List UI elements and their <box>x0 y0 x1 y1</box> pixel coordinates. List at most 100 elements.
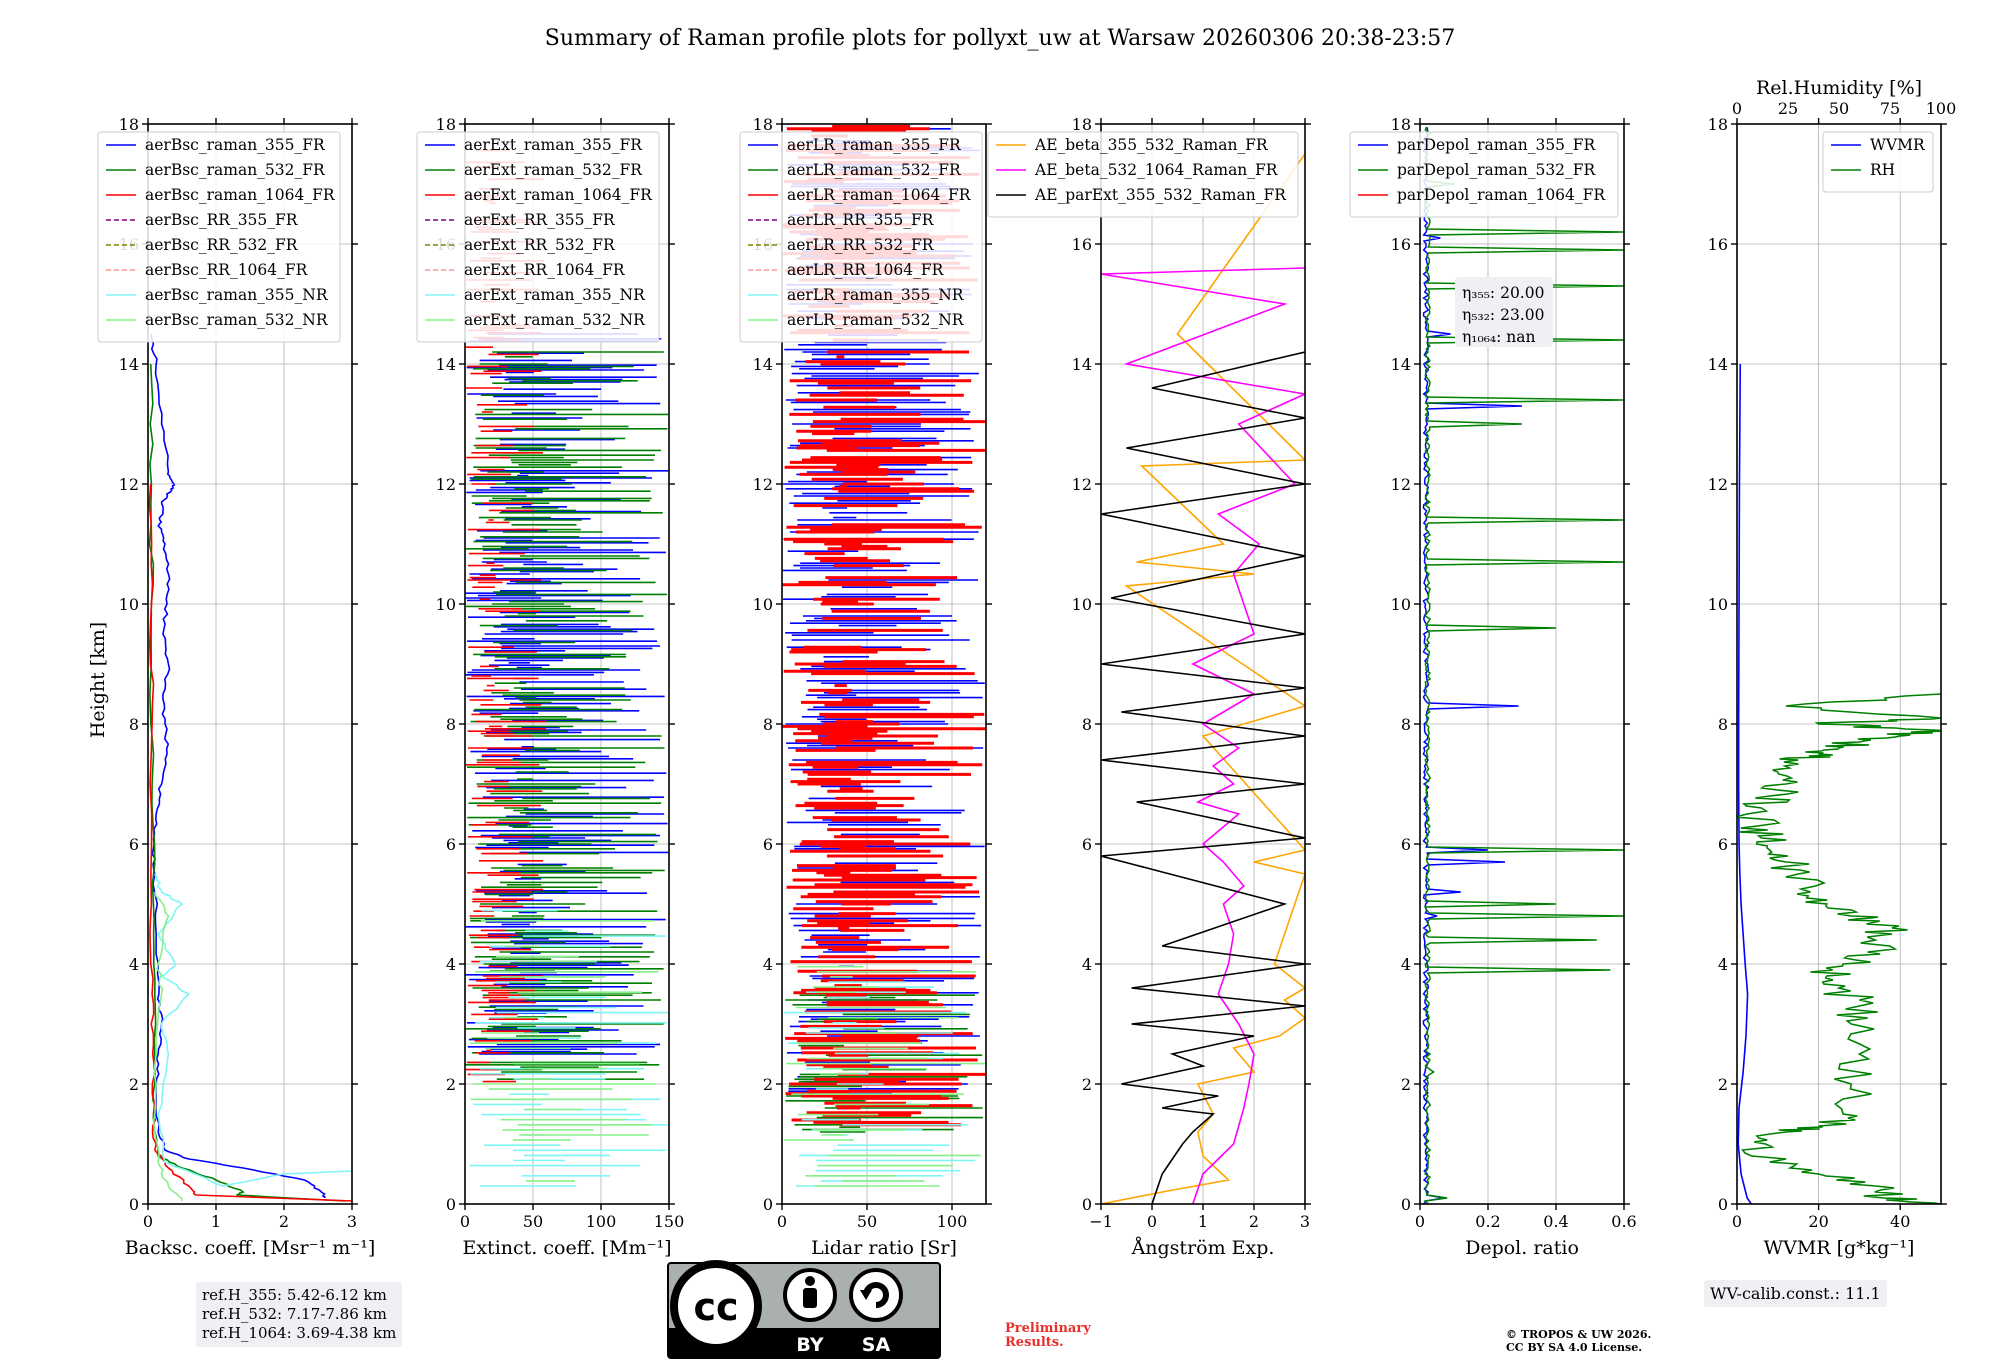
series-AE_beta_355_532_Raman_FR <box>1101 153 1305 1204</box>
x-tick-label: 50 <box>523 1212 543 1231</box>
legend-label: aerExt_raman_532_FR <box>464 161 643 179</box>
legend-label: AE_beta_532_1064_Raman_FR <box>1034 161 1279 179</box>
legend-label: aerLR_RR_355_FR <box>787 211 935 229</box>
legend-label: aerBsc_raman_355_FR <box>145 136 326 154</box>
y-tick-label: 12 <box>1072 475 1092 494</box>
copyright-note: © TROPOS & UW 2026. CC BY SA 4.0 License… <box>1506 1328 1651 1354</box>
y-tick-label: 14 <box>119 355 139 374</box>
x-tick-label: 50 <box>857 1212 877 1231</box>
x-tick-label: 1 <box>1198 1212 1208 1231</box>
y-tick-label: 18 <box>119 115 139 134</box>
x-axis-label: Extinct. coeff. [Mm⁻¹] <box>462 1237 671 1259</box>
y-tick-label: 4 <box>446 955 456 974</box>
sa-arrow-head <box>860 1290 872 1300</box>
y-tick-label: 16 <box>1391 235 1411 254</box>
refH-1064: ref.H_1064: 3.69-4.38 km <box>202 1324 397 1342</box>
y-tick-label: 8 <box>1718 715 1728 734</box>
legend-box <box>987 131 1299 218</box>
copyright-line-2: CC BY SA 4.0 License. <box>1506 1341 1643 1354</box>
plot-frame <box>1736 123 1942 1205</box>
y-tick-label: 0 <box>446 1195 456 1214</box>
y-tick-label: 2 <box>1082 1075 1092 1094</box>
plot-area <box>1737 124 1941 1204</box>
y-tick-label: 2 <box>763 1075 773 1094</box>
y-tick-label: 8 <box>446 715 456 734</box>
series-AE_beta_532_1064_Raman_FR <box>1101 267 1305 1204</box>
panel-lidar_ratio: 050100024681012141618Lidar ratio [Sr]aer… <box>739 115 992 1259</box>
y-tick-label: 14 <box>1708 355 1728 374</box>
plot-frame <box>147 123 353 1205</box>
series-aerBsc_raman_532_NR <box>152 891 183 1202</box>
series-AE_parExt_355_532_Raman_FR <box>1101 351 1305 1204</box>
legend-box <box>416 131 660 343</box>
series-aerBsc_raman_355_NR <box>154 873 352 1187</box>
series-parDepol_raman_532_FR <box>1423 126 1624 1204</box>
by-person-head <box>805 1276 815 1286</box>
y-tick-label: 10 <box>1708 595 1728 614</box>
series-RH <box>1737 693 1941 1204</box>
legend: aerBsc_raman_355_FR aerBsc_raman_532_FRae… <box>97 131 341 343</box>
y-tick-label: 8 <box>1082 715 1092 734</box>
panel-backscatter: 0123024681012141618Backsc. coeff. [Msr⁻¹… <box>97 115 375 1259</box>
legend-label: aerLR_raman_355_FR <box>787 136 962 154</box>
x-tick-label: 100 <box>586 1212 617 1231</box>
legend-label: aerExt_RR_355_FR <box>464 211 616 229</box>
y-axis-label: Height [km] <box>87 622 109 738</box>
y-tick-label: 16 <box>1072 235 1092 254</box>
y-tick-label: 12 <box>1708 475 1728 494</box>
y-tick-label: 12 <box>1391 475 1411 494</box>
x-tick-label: 0 <box>1147 1212 1157 1231</box>
legend-box <box>97 131 341 343</box>
y-tick-label: 10 <box>119 595 139 614</box>
legend-label: aerBsc_raman_355_NR <box>145 286 329 304</box>
series-aerBsc_raman_532_FR <box>148 363 346 1202</box>
cc-logo-text: cc <box>693 1285 738 1329</box>
series-aerBsc_raman_355_FR <box>150 333 326 1199</box>
legend-box <box>1822 131 1934 193</box>
y-tick-label: 0 <box>1401 1195 1411 1214</box>
legend-label: parDepol_raman_1064_FR <box>1397 186 1606 204</box>
x-axis-label: Depol. ratio <box>1465 1237 1579 1259</box>
legend: aerLR_raman_355_FR aerLR_raman_532_FR aerL… <box>739 131 983 343</box>
y-tick-label: 10 <box>436 595 456 614</box>
legend-label: aerBsc_RR_355_FR <box>145 211 299 229</box>
y-tick-label: 0 <box>1082 1195 1092 1214</box>
y-tick-label: 10 <box>753 595 773 614</box>
refH-532: ref.H_532: 7.17-7.86 km <box>202 1305 387 1323</box>
legend-label: aerBsc_RR_532_FR <box>145 236 299 254</box>
legend-label: AE_parExt_355_532_Raman_FR <box>1034 186 1287 204</box>
reference-height-box: ref.H_355: 5.42-6.12 km ref.H_532: 7.17-… <box>196 1282 403 1347</box>
eta-label: η₅₃₂: 23.00 <box>1462 306 1544 324</box>
figure-title: Summary of Raman profile plots for polly… <box>545 26 1455 51</box>
y-tick-label: 2 <box>446 1075 456 1094</box>
y-tick-label: 6 <box>763 835 773 854</box>
cc-logo-icon <box>670 1260 762 1352</box>
y-tick-label: 18 <box>1072 115 1092 134</box>
legend: AE_beta_355_532_Raman_FR AE_beta_532_1064… <box>987 131 1299 218</box>
legend: parDepol_raman_355_FR parDepol_raman_532_… <box>1349 131 1619 218</box>
eta-label: η₃₅₅: 20.00 <box>1462 284 1544 302</box>
wv-calibration-box: WV-calib.const.: 11.1 <box>1704 1280 1887 1307</box>
x-tick-label: 40 <box>1890 1212 1910 1231</box>
legend-label: aerExt_RR_1064_FR <box>464 261 626 279</box>
y-tick-label: 10 <box>1072 595 1092 614</box>
x-tick-label: 0.4 <box>1543 1212 1568 1231</box>
preliminary-line-2: Results. <box>1005 1335 1064 1350</box>
y-tick-label: 12 <box>119 475 139 494</box>
x-tick-label: 0 <box>1732 1212 1742 1231</box>
x-tick-label: 1 <box>211 1212 221 1231</box>
legend-label: aerBsc_raman_1064_FR <box>145 186 336 204</box>
x-tick-label: 3 <box>1300 1212 1310 1231</box>
top-x-tick-label: 50 <box>1829 99 1849 118</box>
x-axis-label: Lidar ratio [Sr] <box>811 1237 957 1259</box>
y-tick-label: 0 <box>129 1195 139 1214</box>
y-tick-label: 2 <box>1401 1075 1411 1094</box>
legend-label: aerLR_raman_532_NR <box>787 311 965 329</box>
badge-by-text: BY <box>796 1334 823 1356</box>
top-x-tick-label: 100 <box>1926 99 1957 118</box>
top-x-tick-label: 75 <box>1880 99 1900 118</box>
top-x-axis-label: Rel.Humidity [%] <box>1756 77 1922 99</box>
y-tick-label: 4 <box>1718 955 1728 974</box>
